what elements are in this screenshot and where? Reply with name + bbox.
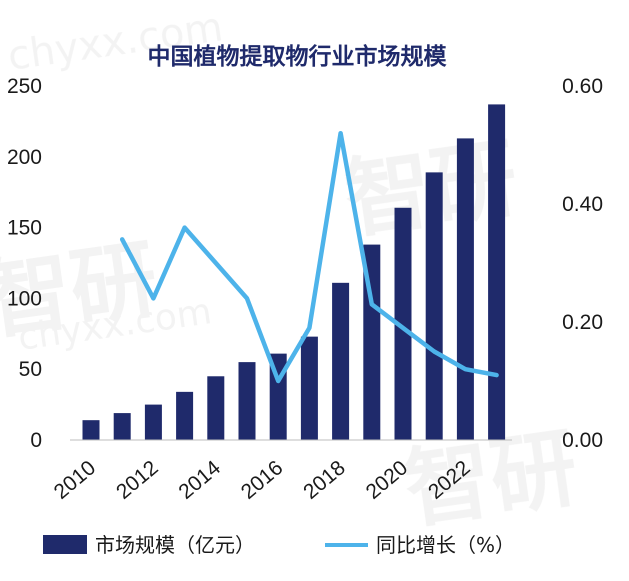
y-right-tick-label: 0.60 [562,75,603,98]
bar-2011 [113,413,131,440]
y-right-tick-label: 0.40 [562,193,603,216]
x-tick-label: 2010 [50,456,101,504]
bar-2023 [488,104,506,441]
legend: 市场规模（亿元） 同比增长（%） [43,533,515,557]
y-right-tick-label: 0.20 [562,311,603,334]
bar-2021 [425,172,443,440]
line-series [119,130,499,384]
y-right-tick-label: 0.00 [562,429,603,452]
x-tick-label: 2014 [174,456,225,504]
bar-2020 [394,207,412,440]
bar-2017 [300,336,318,440]
bar-2010 [82,420,100,440]
y-left-tick-label: 200 [7,146,42,169]
y-axis-right: 0.00 0.20 0.40 0.60 [562,75,603,452]
y-left-tick-label: 250 [7,75,42,98]
chart-title: 中国植物提取物行业市场规模 [148,43,448,70]
legend-line-label: 同比增长（%） [376,533,515,557]
bar-2015 [238,362,256,440]
legend-bar-swatch [43,535,87,554]
y-left-tick-label: 0 [30,429,42,452]
bar-2022 [456,138,474,440]
watermark-logo-2: 智研 [0,229,163,352]
legend-bar-label: 市场规模（亿元） [95,533,255,557]
y-left-tick-label: 100 [7,287,42,310]
x-tick-label: 2016 [237,456,288,504]
y-axis-left: 0 50 100 150 200 250 [7,75,42,452]
x-tick-label: 2012 [112,456,163,504]
bar-2013 [176,391,194,440]
bar-2012 [144,404,162,440]
bar-2014 [207,376,225,440]
y-left-tick-label: 150 [7,217,42,240]
bar-2018 [332,282,350,440]
y-left-tick-label: 50 [19,358,42,381]
x-tick-label: 2018 [299,456,350,504]
